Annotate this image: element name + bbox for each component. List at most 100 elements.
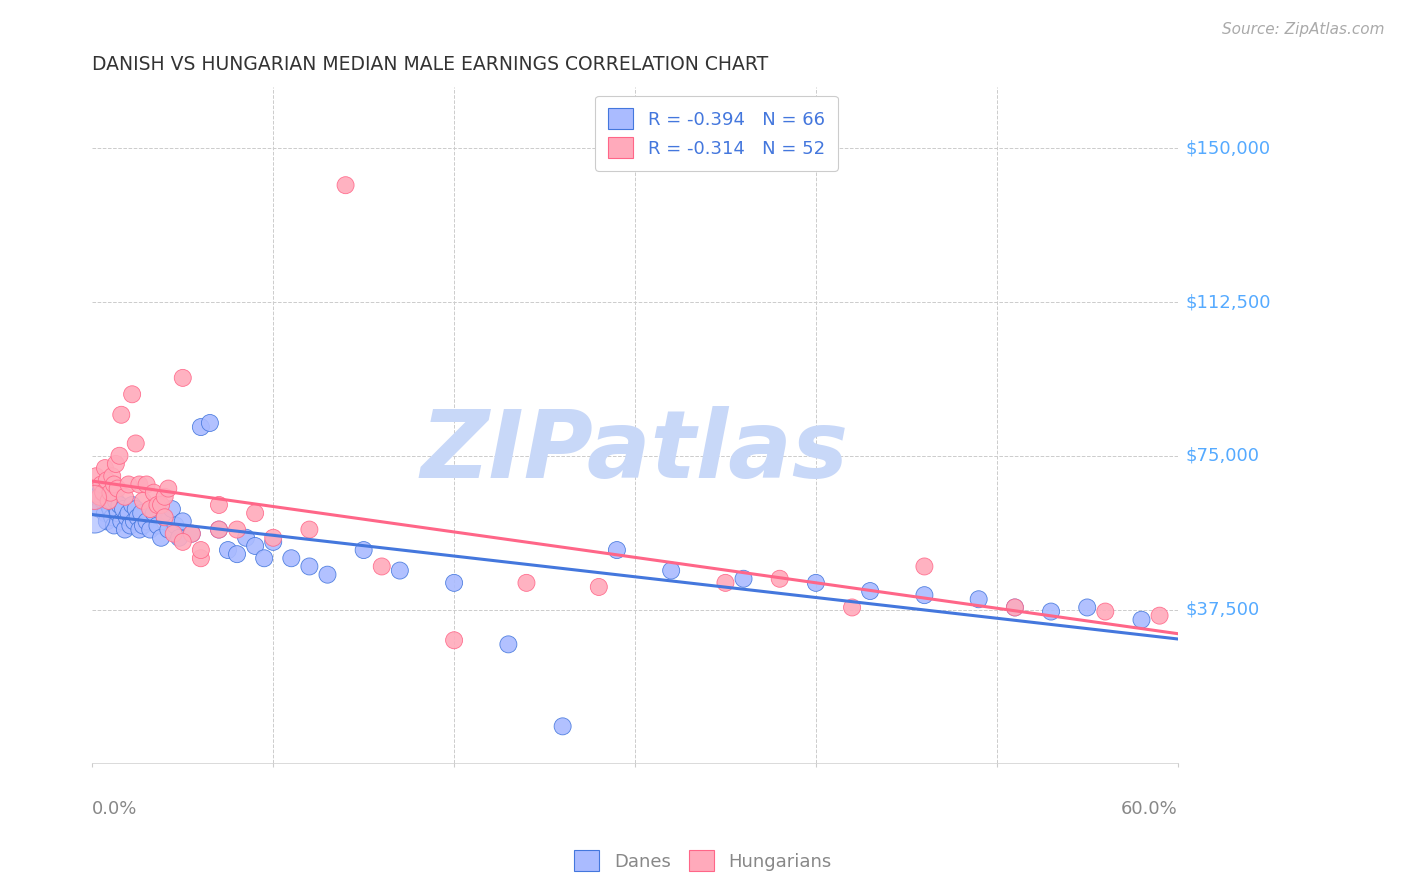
Point	[208, 498, 231, 512]
Point	[114, 523, 136, 537]
Point	[103, 518, 125, 533]
Point	[108, 498, 131, 512]
Point	[226, 523, 249, 537]
Point	[103, 477, 125, 491]
Point	[280, 551, 302, 566]
Point	[150, 531, 173, 545]
Point	[912, 559, 935, 574]
Point	[90, 482, 112, 496]
Point	[733, 572, 755, 586]
Legend: R = -0.394   N = 66, R = -0.314   N = 52: R = -0.394 N = 66, R = -0.314 N = 52	[596, 95, 838, 171]
Point	[125, 502, 148, 516]
Point	[353, 543, 375, 558]
Point	[108, 449, 131, 463]
Point	[335, 178, 357, 193]
Point	[262, 534, 284, 549]
Point	[1149, 608, 1171, 623]
Point	[90, 477, 112, 491]
Point	[190, 420, 212, 434]
Point	[198, 416, 221, 430]
Point	[714, 575, 737, 590]
Point	[91, 485, 114, 500]
Point	[841, 600, 863, 615]
Point	[117, 506, 139, 520]
Point	[142, 485, 165, 500]
Point	[115, 510, 138, 524]
Point	[121, 498, 143, 512]
Point	[217, 543, 239, 558]
Text: ZIPatlas: ZIPatlas	[420, 406, 849, 498]
Point	[125, 436, 148, 450]
Text: 60.0%: 60.0%	[1121, 800, 1178, 819]
Point	[172, 371, 194, 385]
Point	[153, 490, 176, 504]
Point	[160, 502, 183, 516]
Point	[180, 526, 202, 541]
Point	[83, 510, 105, 524]
Point	[235, 531, 257, 545]
Text: $75,000: $75,000	[1187, 447, 1260, 465]
Text: $112,500: $112,500	[1187, 293, 1271, 311]
Point	[107, 506, 129, 520]
Point	[104, 494, 127, 508]
Point	[967, 592, 990, 607]
Point	[153, 510, 176, 524]
Point	[172, 534, 194, 549]
Point	[167, 531, 190, 545]
Point	[127, 510, 149, 524]
Point	[443, 575, 465, 590]
Point	[769, 572, 792, 586]
Point	[606, 543, 628, 558]
Point	[388, 564, 411, 578]
Point	[1130, 613, 1153, 627]
Point	[163, 526, 186, 541]
Point	[83, 490, 105, 504]
Point	[97, 498, 120, 512]
Point	[659, 564, 682, 578]
Point	[132, 494, 155, 508]
Text: $150,000: $150,000	[1187, 139, 1271, 157]
Point	[107, 482, 129, 496]
Point	[498, 637, 520, 651]
Point	[129, 506, 152, 520]
Point	[172, 514, 194, 528]
Point	[112, 502, 135, 516]
Point	[104, 457, 127, 471]
Point	[100, 502, 122, 516]
Point	[298, 559, 321, 574]
Point	[139, 502, 162, 516]
Point	[157, 482, 180, 496]
Point	[97, 494, 120, 508]
Point	[101, 510, 124, 524]
Point	[371, 559, 394, 574]
Point	[1076, 600, 1098, 615]
Point	[262, 531, 284, 545]
Point	[316, 567, 339, 582]
Point	[165, 518, 187, 533]
Point	[253, 551, 276, 566]
Point	[139, 523, 162, 537]
Text: 0.0%: 0.0%	[93, 800, 138, 819]
Point	[91, 494, 114, 508]
Point	[1094, 605, 1116, 619]
Point	[142, 506, 165, 520]
Point	[190, 543, 212, 558]
Point	[515, 575, 537, 590]
Point	[121, 387, 143, 401]
Point	[96, 514, 118, 528]
Point	[588, 580, 610, 594]
Point	[1004, 600, 1026, 615]
Point	[1040, 605, 1063, 619]
Point	[132, 518, 155, 533]
Point	[443, 633, 465, 648]
Point	[208, 523, 231, 537]
Text: Source: ZipAtlas.com: Source: ZipAtlas.com	[1222, 22, 1385, 37]
Point	[94, 506, 117, 520]
Point	[146, 498, 169, 512]
Point	[122, 514, 145, 528]
Point	[96, 474, 118, 488]
Point	[551, 719, 574, 733]
Point	[84, 490, 107, 504]
Text: DANISH VS HUNGARIAN MEDIAN MALE EARNINGS CORRELATION CHART: DANISH VS HUNGARIAN MEDIAN MALE EARNINGS…	[93, 55, 769, 74]
Point	[190, 551, 212, 566]
